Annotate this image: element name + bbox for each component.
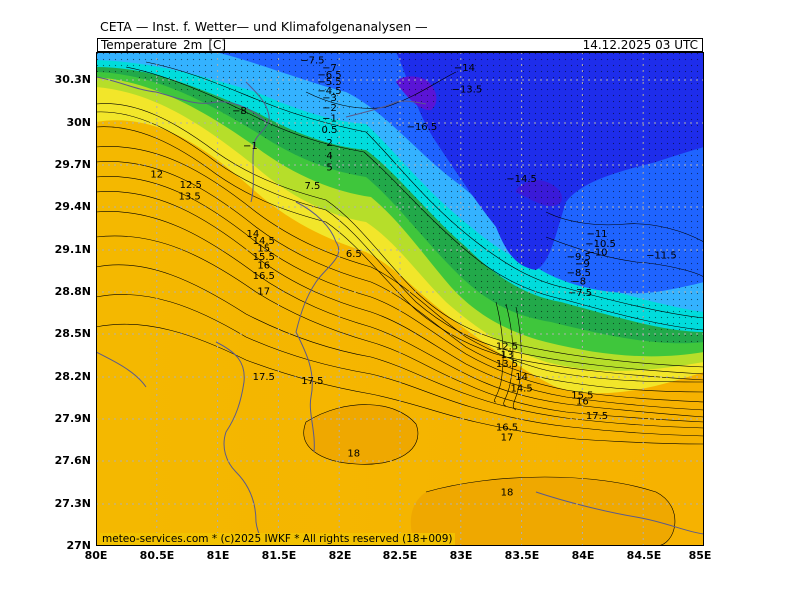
contour-value-label: −14 [454,63,475,74]
contour-value-label: 0.5 [322,125,338,136]
contour-value-label: 13.5 [496,359,518,370]
parameter-label: Temperature_2m_[C] [101,38,227,52]
contour-value-label: −11.5 [646,251,677,262]
contour-value-label: 17 [257,287,270,298]
contour-value-label: −13.5 [452,84,483,95]
lon-tick-label: 82.5E [382,549,418,562]
contour-value-label: 12.5 [496,342,518,353]
contour-value-label: 18 [501,487,514,498]
warm-dark-patch [410,477,675,546]
country-borders [96,76,704,546]
lat-tick-label: 27.3N [54,497,91,510]
lon-tick-label: 83.5E [504,549,540,562]
contour-value-label: 12.5 [180,180,202,191]
contour-value-label: 7.5 [304,181,320,192]
contour-value-label: −7.5 [300,56,324,67]
lat-tick-label: 28.5N [54,327,91,340]
valid-time-label: 14.12.2025 03 UTC [582,38,698,52]
lat-tick-label: 30.3N [54,73,91,86]
lat-tick-label: 29.7N [54,158,91,171]
lon-tick-label: 84E [571,549,595,562]
lat-tick-label: 27N [66,539,91,552]
contour-value-label: 6.5 [346,249,362,260]
lat-tick-label: 28.2N [54,370,91,383]
contour-value-label: −1 [322,113,337,124]
lat-tick-label: 27.6N [54,454,91,467]
contour-value-label: 12 [150,170,163,181]
lat-tick-label: 30N [66,116,91,129]
contour-value-label: −2 [322,103,337,114]
contour-value-label: 17.5 [586,411,608,422]
contour-value-label: −10.5 [585,239,616,250]
contour-value-label: −7.5 [568,288,592,299]
map-title-bar: Temperature_2m_[C] 14.12.2025 03 UTC [97,38,703,52]
lat-tick-label: 29.1N [54,243,91,256]
lat-tick-label: 27.9N [54,412,91,425]
contour-value-label: 15.5 [571,391,593,402]
contour-value-label: 17.5 [301,376,323,387]
contour-value-label: −16.5 [407,122,438,133]
lat-tick-label: 29.4N [54,200,91,213]
contour-value-label: 14 [247,229,260,240]
warm-dark-patch [303,404,418,465]
contour-lines [96,61,704,546]
contour-value-label: −9.5 [567,252,591,263]
contour-value-label: 13.5 [178,191,200,202]
contour-value-label: −7 [322,63,337,74]
graticule [96,52,704,546]
contour-value-label: −10 [586,248,607,259]
lon-tick-label: 85E [688,549,712,562]
contour-value-label: 16.5 [253,271,275,282]
contour-value-label: −3 [322,93,337,104]
lon-tick-label: 83E [449,549,473,562]
lon-tick-label: 81.5E [261,549,297,562]
lon-tick-label: 82E [328,549,352,562]
map-frame: −7.5 −7 −6.5 −5.5 −4.5 −3 −2 −1 0.5 2 4 5 −8 −1 −14 −13… [96,52,704,546]
contour-value-label: −14.5 [506,174,537,185]
contour-value-label: −8 [232,106,247,117]
contour-value-label: −4.5 [317,86,341,97]
lon-tick-label: 80E [84,549,108,562]
contour-value-label: −8 [571,277,586,288]
contour-labels: −7.5−7−6.5−5.5−4.5−3−2−10.5245−8−1−14−13… [150,56,676,499]
contour-value-label: −5.5 [317,77,341,88]
lat-tick-label: 28.8N [54,285,91,298]
contour-value-label: 16.5 [496,422,518,433]
map-border [96,52,704,546]
contour-value-label: 17 [501,433,514,444]
contour-value-label: 17.5 [253,372,275,383]
lon-tick-label: 80.5E [139,549,175,562]
lon-tick-label: 81E [206,549,230,562]
contour-value-label: 18 [347,448,360,459]
temperature-map: −7.5−7−6.5−5.5−4.5−3−2−10.5245−8−1−14−13… [96,52,704,546]
contour-value-label: −1 [243,141,258,152]
copyright-notice: meteo-services.com * (c)2025 IWKF * All … [100,533,455,545]
contour-value-label: −8.5 [567,268,591,279]
contour-value-label: 5 [326,162,332,173]
contour-value-label: 14.5 [253,236,275,247]
contour-value-label: 4 [326,151,332,162]
contour-value-label: 16 [257,261,270,272]
contour-value-label: 16 [576,396,589,407]
contour-value-label: 14.5 [510,383,532,394]
contour-value-label: 14 [515,372,528,383]
lon-tick-label: 84.5E [626,549,662,562]
contour-value-label: 15.5 [253,252,275,263]
chart-header-title: CETA — Inst. f. Wetter— und Klimafolgena… [100,19,428,34]
contour-value-label: 2 [326,138,332,149]
contour-value-label: −11 [586,229,607,240]
contour-value-label: −6.5 [317,70,341,81]
contour-value-label: 15 [257,243,270,254]
contour-value-label: −9 [575,259,590,270]
contour-value-label: 13 [501,350,514,361]
